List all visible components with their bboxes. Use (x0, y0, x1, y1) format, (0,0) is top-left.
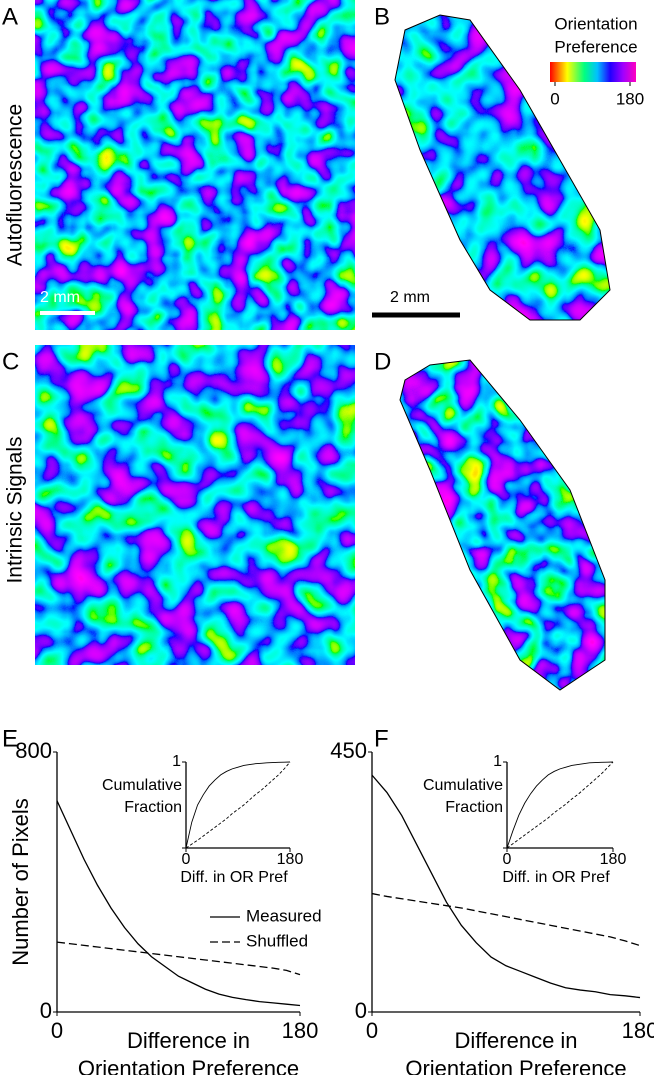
x-axis-label: Difference in (454, 1028, 577, 1053)
map-intrinsic (35, 345, 355, 665)
x-tick-label: 0 (182, 851, 191, 868)
y-axis-label: Cumulative (423, 777, 503, 794)
y-tick-label: 0 (40, 998, 52, 1023)
map-outline (399, 359, 606, 691)
legend-label: Measured (246, 906, 322, 925)
x-axis-label: Orientation Preference (405, 1056, 626, 1075)
y-tick-label: 1 (172, 753, 181, 770)
line (371, 774, 641, 999)
x-tick-label: 0 (503, 851, 512, 868)
scale-bar-label: 2 mm (390, 289, 430, 306)
y-axis-label: Fraction (124, 799, 182, 816)
y-axis-label: Number of Pixels (8, 798, 33, 966)
colorbar-tick-label: 180 (616, 89, 644, 108)
panel-label: D (374, 348, 391, 375)
panel-label: C (2, 348, 19, 375)
line (185, 761, 291, 849)
colorbar-title: Orientation (554, 14, 637, 33)
x-tick-label: 180 (600, 851, 627, 868)
row-label: Intrinsic Signals (4, 436, 27, 583)
colorbar-tick-label: 0 (550, 89, 559, 108)
colorbar (550, 62, 636, 82)
map-autofluorescence (35, 0, 355, 330)
x-tick-label: 180 (277, 851, 304, 868)
colorbar-title: Preference (554, 37, 637, 56)
panel-label: E (2, 725, 18, 752)
legend-label: Shuffled (246, 931, 308, 950)
x-tick-label: 180 (282, 1018, 319, 1043)
map-d (400, 360, 605, 690)
y-tick-label: 450 (330, 738, 367, 763)
x-axis-label: Diff. in OR Pref (180, 869, 288, 886)
line (506, 761, 614, 849)
panel-label: B (374, 3, 390, 30)
y-axis-label: Fraction (445, 799, 503, 816)
x-tick-label: 0 (51, 1018, 63, 1043)
scale-bar-label: 2 mm (40, 289, 80, 306)
x-tick-label: 180 (622, 1018, 654, 1043)
x-axis-label: Orientation Preference (78, 1056, 299, 1075)
line (371, 892, 641, 947)
y-axis-label: Cumulative (102, 777, 182, 794)
y-tick-label: 0 (355, 998, 367, 1023)
map-outline (394, 14, 611, 321)
line (185, 761, 291, 849)
x-axis-label: Diff. in OR Pref (502, 869, 610, 886)
y-tick-label: 1 (493, 753, 502, 770)
x-tick-label: 0 (366, 1018, 378, 1043)
panel-label: A (2, 3, 18, 30)
x-axis-label: Difference in (127, 1028, 250, 1053)
y-tick-label: 800 (15, 738, 52, 763)
row-label: Autofluorescence (4, 104, 27, 266)
panel-label: F (374, 725, 389, 752)
line (56, 800, 301, 1007)
line (56, 941, 301, 976)
line (506, 761, 614, 849)
